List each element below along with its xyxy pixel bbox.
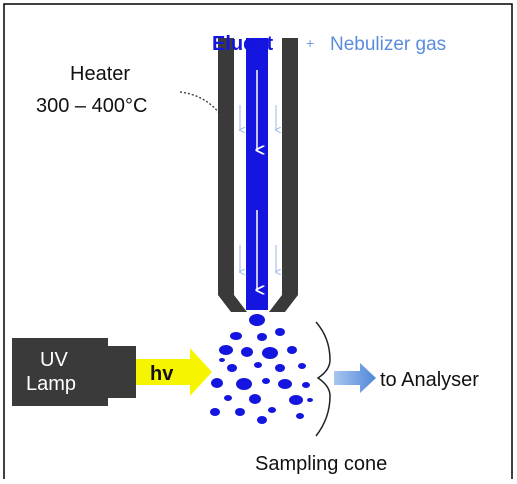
temperature-label: 300 – 400°C xyxy=(36,95,147,117)
hv-label: hv xyxy=(150,363,174,385)
leader-line xyxy=(179,91,221,115)
eluent-channel xyxy=(246,38,268,310)
eluent-label: Eluent xyxy=(212,33,273,55)
uv-lamp-nozzle xyxy=(108,346,136,398)
lamp-label: Lamp xyxy=(26,373,76,395)
to-analyser-label: to Analyser xyxy=(380,369,479,391)
to-analyser-arrow xyxy=(334,363,376,393)
heater-wall-left xyxy=(218,38,247,312)
frame xyxy=(3,3,513,484)
sampling-cone xyxy=(315,321,331,437)
nebulizer-gas-label: Nebulizer gas xyxy=(330,34,446,55)
sampling-cone-label: Sampling cone xyxy=(255,453,387,475)
droplets xyxy=(210,314,313,424)
uv-label: UV xyxy=(40,349,68,371)
heater-label: Heater xyxy=(70,63,130,85)
plus-sign: + xyxy=(306,35,314,51)
heater-wall-right xyxy=(269,38,298,312)
uv-lamp xyxy=(12,338,108,406)
light-arrow xyxy=(136,348,212,396)
